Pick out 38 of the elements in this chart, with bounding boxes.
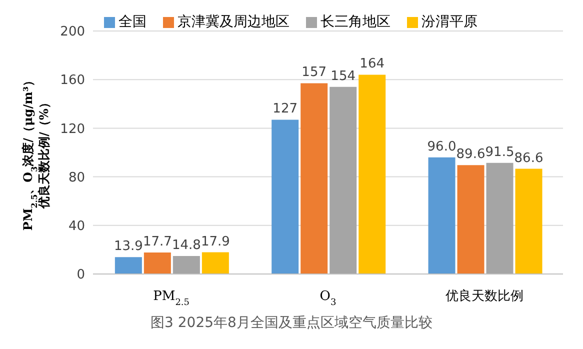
data-label: 17.9: [200, 234, 230, 250]
data-label: 164: [360, 56, 385, 72]
legend-label: 汾渭平原: [422, 13, 478, 31]
bar: [515, 168, 542, 274]
bar: [457, 165, 484, 274]
y-tick-label: 80: [68, 170, 85, 186]
x-tick-label: O$_{3}$: [320, 289, 336, 308]
x-tick-label: 优良天数比例: [446, 289, 524, 304]
data-label: 14.8: [172, 238, 201, 254]
x-tick-label: PM$_{2.5}$: [153, 289, 190, 308]
bar: [486, 162, 514, 274]
bar: [330, 86, 357, 274]
data-label: 96.0: [427, 139, 456, 154]
bar: [144, 252, 171, 274]
y-tick-label: 40: [68, 219, 85, 234]
bar: [300, 83, 328, 274]
bar: [114, 257, 142, 274]
legend-label: 全国: [118, 13, 146, 31]
text: 图3 2025年8月全国及重点区域空气质量比较: [150, 314, 434, 332]
legend-label: 长三角地区: [320, 13, 390, 31]
data-label: 91.5: [485, 144, 514, 160]
data-label: 86.6: [514, 150, 544, 166]
bar: [202, 252, 229, 274]
bar: [428, 157, 456, 274]
bar: [358, 74, 386, 274]
data-label: 127: [272, 102, 298, 117]
data-label: 157: [302, 65, 327, 80]
data-label: 13.9: [114, 239, 143, 254]
y-tick-label: 0: [76, 268, 85, 283]
y-tick-label: 120: [60, 122, 85, 137]
y-tick-label: 200: [60, 24, 85, 40]
data-label: 89.6: [456, 147, 486, 162]
bar: [172, 256, 200, 274]
data-label: 17.7: [142, 234, 172, 250]
y-tick-label: 160: [60, 73, 85, 88]
legend-label: 京津冀及周边地区: [178, 13, 290, 31]
bar: [272, 120, 299, 274]
data-label: 154: [330, 68, 356, 84]
